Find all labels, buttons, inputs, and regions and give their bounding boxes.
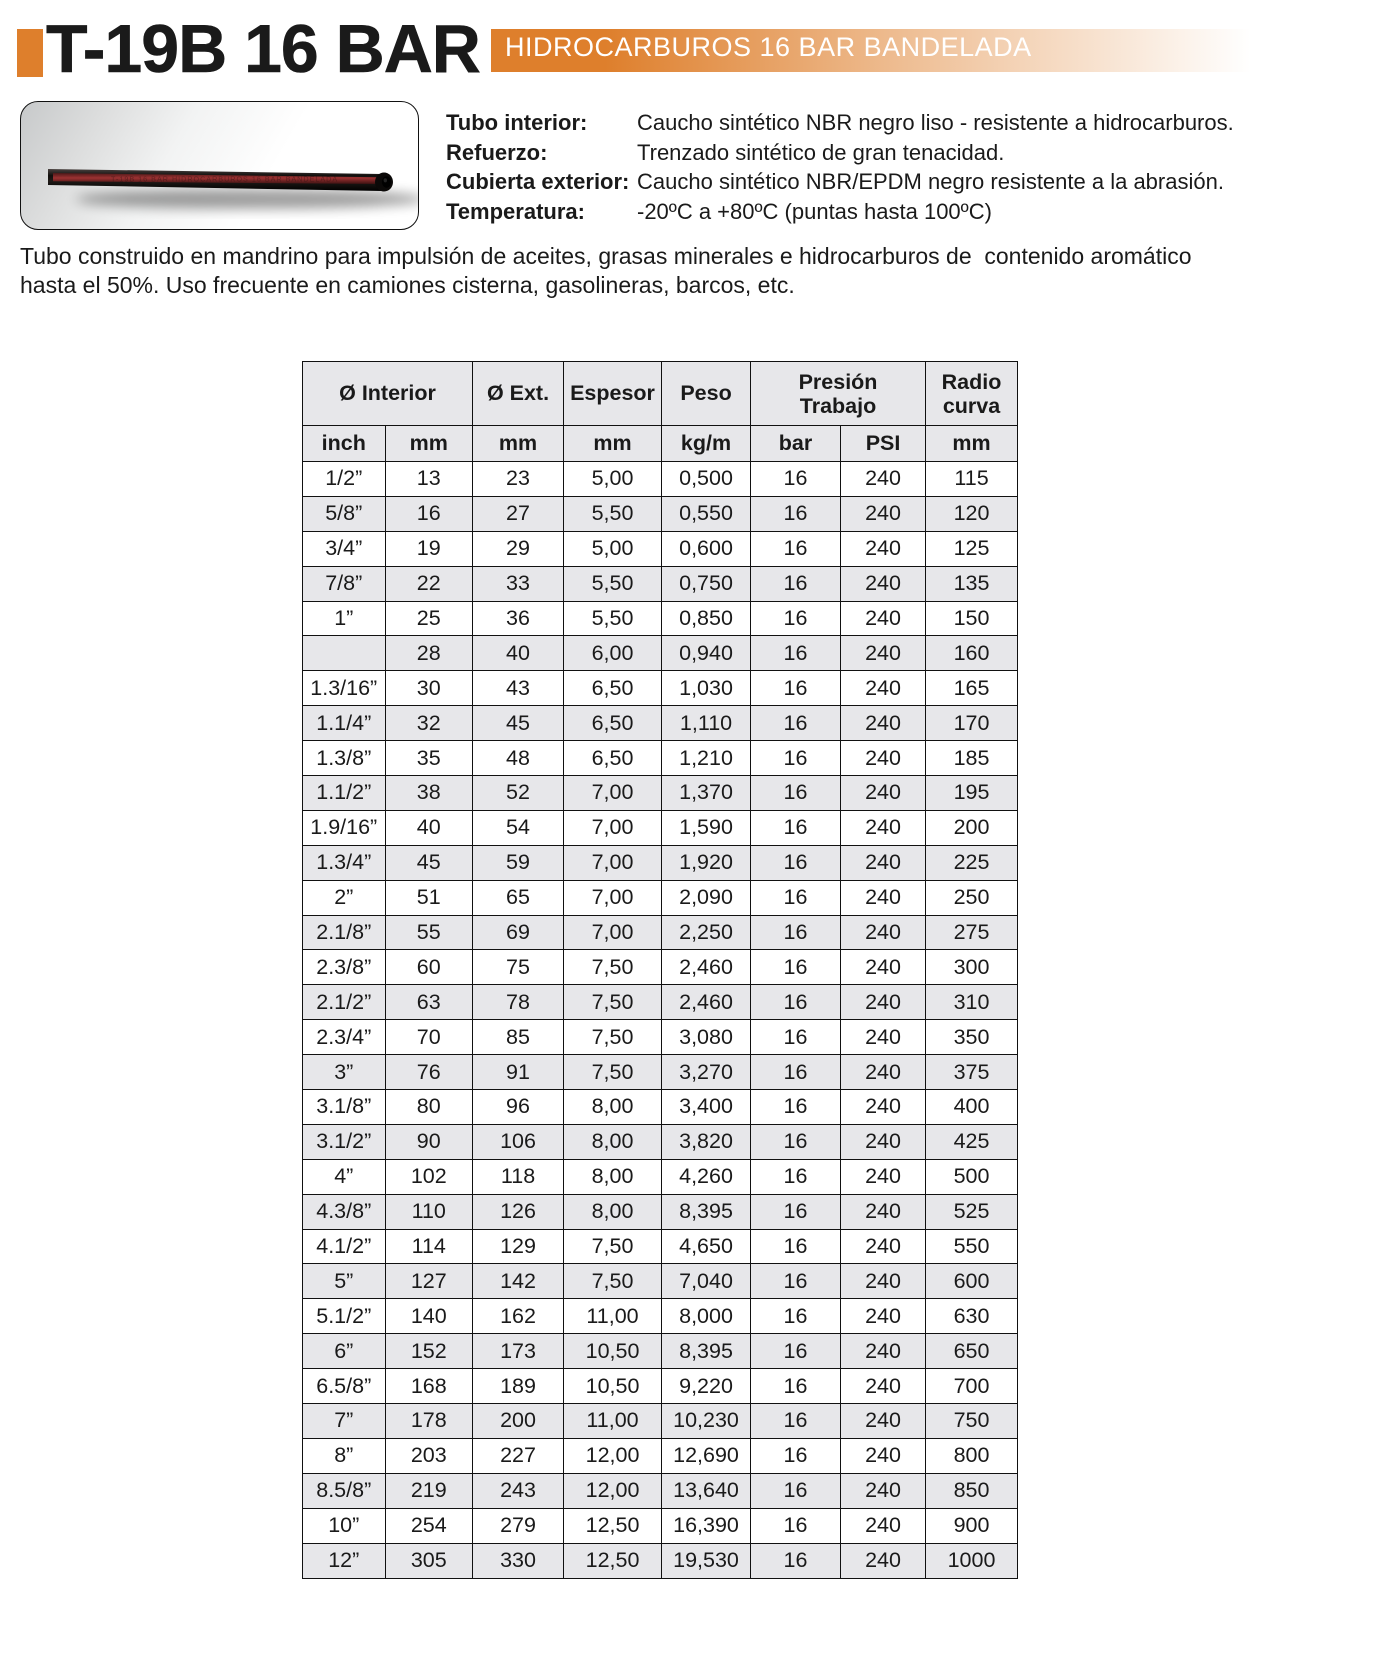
svg-text:T-19B 16 BAR HIDROCARBUROS 16: T-19B 16 BAR HIDROCARBUROS 16 BAR BANDEL… — [111, 175, 338, 184]
